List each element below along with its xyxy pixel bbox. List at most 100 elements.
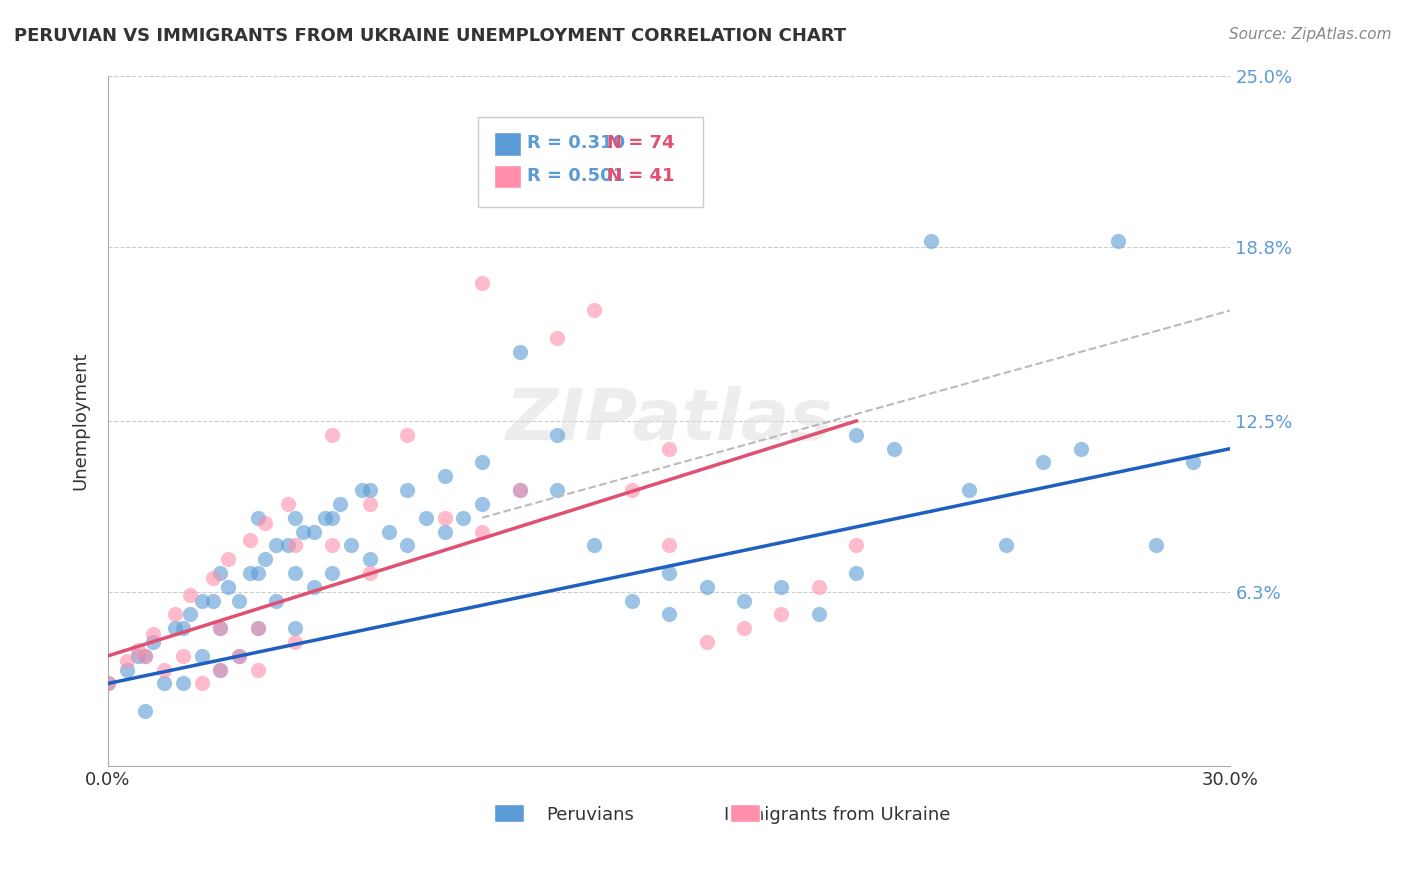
Point — [471, 276, 494, 290]
Point — [127, 648, 149, 663]
Point — [696, 580, 718, 594]
Point — [359, 552, 381, 566]
Point — [453, 510, 475, 524]
Point — [97, 676, 120, 690]
Text: Immigrants from Ukraine: Immigrants from Ukraine — [724, 805, 950, 824]
Point — [201, 572, 224, 586]
Point — [396, 483, 419, 497]
Point — [329, 497, 352, 511]
Point — [1144, 538, 1167, 552]
Point — [266, 538, 288, 552]
Point — [277, 538, 299, 552]
Point — [209, 566, 232, 580]
Point — [239, 566, 262, 580]
Point — [153, 676, 176, 690]
Point — [471, 455, 494, 469]
Point — [284, 538, 307, 552]
Point — [920, 235, 942, 249]
Point — [179, 607, 201, 622]
Point — [359, 566, 381, 580]
Point — [246, 566, 269, 580]
Point — [546, 331, 568, 345]
Point — [396, 427, 419, 442]
Point — [172, 648, 194, 663]
Point — [471, 524, 494, 539]
Point — [246, 510, 269, 524]
Point — [201, 593, 224, 607]
Point — [883, 442, 905, 456]
Text: Source: ZipAtlas.com: Source: ZipAtlas.com — [1229, 27, 1392, 42]
Point — [246, 621, 269, 635]
Point — [658, 607, 681, 622]
Point — [658, 538, 681, 552]
Point — [770, 607, 793, 622]
Point — [266, 593, 288, 607]
Point — [190, 676, 212, 690]
Point — [165, 621, 187, 635]
Point — [321, 427, 343, 442]
Point — [957, 483, 980, 497]
Point — [142, 635, 165, 649]
Point — [209, 663, 232, 677]
Point — [228, 593, 250, 607]
Point — [284, 635, 307, 649]
Point — [217, 580, 239, 594]
Point — [509, 483, 531, 497]
Text: R = 0.501: R = 0.501 — [527, 167, 624, 185]
Point — [807, 580, 830, 594]
Point — [509, 344, 531, 359]
Point — [1107, 235, 1129, 249]
Point — [377, 524, 399, 539]
Text: R = 0.310: R = 0.310 — [527, 134, 624, 153]
Point — [314, 510, 336, 524]
Point — [209, 621, 232, 635]
Text: N = 74: N = 74 — [607, 134, 675, 153]
Point — [845, 538, 868, 552]
Point — [620, 483, 643, 497]
Point — [134, 704, 156, 718]
Point — [583, 538, 606, 552]
Point — [546, 427, 568, 442]
Point — [142, 626, 165, 640]
Point — [165, 607, 187, 622]
Point — [284, 566, 307, 580]
Text: Peruvians: Peruvians — [547, 805, 634, 824]
Point — [340, 538, 363, 552]
Point — [217, 552, 239, 566]
Point — [228, 648, 250, 663]
Point — [190, 593, 212, 607]
Point — [284, 510, 307, 524]
Point — [807, 607, 830, 622]
Point — [134, 648, 156, 663]
Point — [321, 538, 343, 552]
Point — [302, 580, 325, 594]
Point — [396, 538, 419, 552]
Point — [179, 588, 201, 602]
Point — [359, 483, 381, 497]
Point — [291, 524, 314, 539]
Point — [254, 516, 277, 531]
Point — [239, 533, 262, 547]
Point — [845, 566, 868, 580]
Point — [415, 510, 437, 524]
Point — [228, 648, 250, 663]
Point — [246, 663, 269, 677]
Point — [254, 552, 277, 566]
Point — [433, 510, 456, 524]
Point — [433, 469, 456, 483]
Point — [994, 538, 1017, 552]
Point — [115, 654, 138, 668]
Point — [546, 483, 568, 497]
Point — [190, 648, 212, 663]
Point — [277, 497, 299, 511]
FancyBboxPatch shape — [494, 165, 522, 188]
Point — [696, 635, 718, 649]
Text: ZIPatlas: ZIPatlas — [506, 386, 832, 456]
Point — [770, 580, 793, 594]
FancyBboxPatch shape — [494, 132, 522, 156]
Point — [359, 497, 381, 511]
Point — [1182, 455, 1205, 469]
Point — [321, 566, 343, 580]
Text: PERUVIAN VS IMMIGRANTS FROM UKRAINE UNEMPLOYMENT CORRELATION CHART: PERUVIAN VS IMMIGRANTS FROM UKRAINE UNEM… — [14, 27, 846, 45]
Point — [302, 524, 325, 539]
